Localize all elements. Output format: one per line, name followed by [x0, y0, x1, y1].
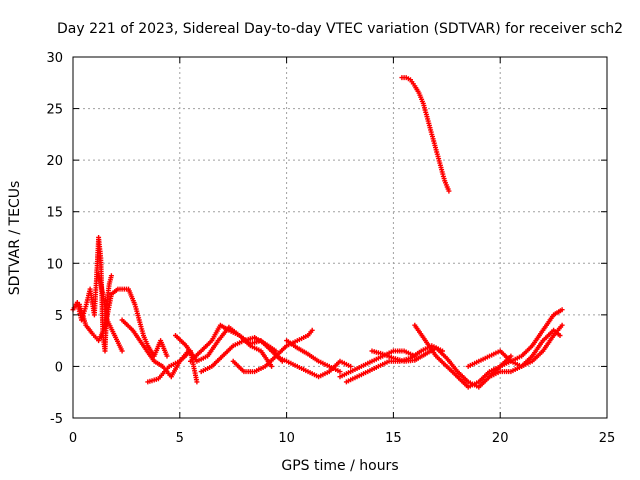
x-tick-label: 10 [278, 431, 295, 446]
data-point [108, 273, 114, 279]
data-point [337, 369, 343, 375]
series-arc-m [337, 348, 418, 380]
data-point [269, 363, 275, 369]
x-axis-label: GPS time / hours [281, 458, 398, 474]
plot-frame [72, 56, 608, 419]
data-point [309, 327, 315, 333]
y-tick-label: 10 [46, 257, 63, 272]
data-point [446, 188, 452, 194]
y-tick-label: 15 [46, 206, 63, 221]
series-arc-f [145, 348, 200, 385]
chart-title: Day 221 of 2023, Sidereal Day-to-day VTE… [57, 21, 623, 37]
y-tick-label: 0 [55, 360, 63, 375]
data-point [557, 333, 563, 338]
y-tick-label: 30 [46, 51, 63, 66]
y-tick-label: -5 [50, 412, 63, 427]
series-arc-high [399, 75, 452, 194]
ticks: 0 5 10 15 20 25 -5 0 5 10 15 20 25 30 [46, 51, 615, 446]
series-arc-l [284, 338, 343, 375]
data-points [70, 75, 565, 390]
data-point [559, 307, 565, 313]
series-arc-i [198, 335, 279, 375]
y-tick-label: 25 [46, 103, 63, 118]
series-arc-g [173, 324, 275, 369]
x-tick-label: 0 [69, 431, 77, 446]
y-tick-label: 20 [46, 154, 63, 169]
data-point [559, 322, 565, 328]
data-point [348, 363, 354, 369]
series-arc-r [487, 327, 563, 380]
x-tick-label: 25 [599, 431, 616, 446]
data-point [273, 348, 279, 354]
series-arc-c [96, 271, 125, 354]
series-arc-k [273, 353, 354, 380]
y-axis-label: SDTVAR / TECUs [7, 181, 23, 296]
data-point [508, 353, 514, 359]
series-arc-q [465, 322, 565, 369]
x-tick-label: 5 [176, 431, 184, 446]
data-point [119, 348, 125, 354]
x-tick-label: 20 [492, 431, 509, 446]
series-arc-d [117, 286, 170, 359]
series-arc-o [369, 345, 514, 390]
x-tick-label: 15 [385, 431, 402, 446]
y-tick-label: 5 [55, 309, 63, 324]
data-point [164, 353, 170, 359]
data-point [194, 379, 200, 385]
series-arc-p [412, 307, 565, 390]
